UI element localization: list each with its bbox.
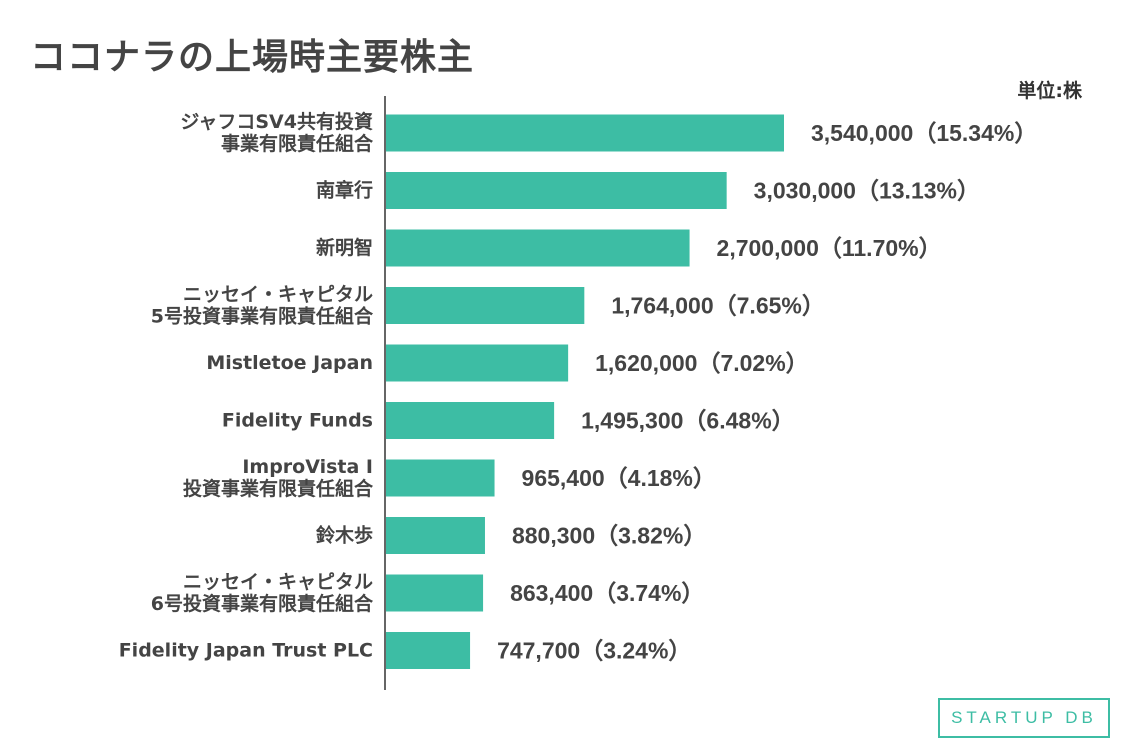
data-label: 1,495,300（6.48%） — [581, 408, 795, 434]
category-label: 南章行 — [316, 179, 373, 202]
logo-text: STARTUP DB — [951, 708, 1097, 727]
category-label: 新明智 — [316, 236, 373, 259]
data-label: 2,700,000（11.70%） — [717, 235, 942, 261]
category-label: ニッセイ・キャピタル 6号投資事業有限責任組合 — [151, 571, 374, 615]
category-label-line: 新明智 — [316, 236, 373, 259]
bar — [386, 402, 555, 439]
startup-db-logo: STARTUP DB — [938, 698, 1110, 738]
category-label: ImproVista I 投資事業有限責任組合 — [183, 456, 374, 500]
bar — [386, 517, 485, 554]
bar — [386, 344, 569, 382]
category-label-line: 5号投資事業有限責任組合 — [151, 305, 374, 328]
category-label-line: 南章行 — [316, 179, 373, 202]
category-label: ジャフコSV4共有投資事業有限責任組合 — [180, 110, 374, 155]
data-label: 1,764,000（7.65%） — [611, 293, 825, 319]
category-label: Fidelity Funds — [222, 410, 373, 432]
unit-label: 単位:株 — [1017, 80, 1082, 102]
bar — [386, 229, 690, 267]
category-label: 鈴木歩 — [316, 524, 373, 547]
category-label-line: 投資事業有限責任組合 — [183, 477, 374, 500]
bar — [386, 632, 471, 669]
bar — [386, 172, 727, 209]
category-label-line: ニッセイ・キャピタル — [183, 571, 373, 593]
category-label-line: ジャフコSV4共有投資 — [180, 110, 373, 133]
bar — [386, 114, 784, 152]
category-label-line: Fidelity Funds — [222, 410, 373, 432]
bar — [386, 459, 495, 497]
category-label: Mistletoe Japan — [206, 352, 373, 374]
category-label: Fidelity Japan Trust PLC — [119, 640, 373, 662]
category-label-line: Mistletoe Japan — [206, 352, 373, 374]
category-label-line: ImproVista I — [242, 456, 373, 478]
data-label: 863,400（3.74%） — [510, 580, 704, 606]
data-label: 747,700（3.24%） — [497, 638, 691, 664]
category-label: ニッセイ・キャピタル 5号投資事業有限責任組合 — [151, 284, 374, 328]
data-label: 880,300（3.82%） — [512, 523, 706, 549]
bar — [386, 574, 484, 612]
category-label-line: Fidelity Japan Trust PLC — [119, 640, 373, 662]
data-label: 965,400（4.18%） — [522, 465, 716, 491]
category-label-line: ニッセイ・キャピタル — [183, 284, 373, 306]
category-label-line: 6号投資事業有限責任組合 — [151, 592, 374, 615]
data-label: 1,620,000（7.02%） — [595, 350, 809, 376]
data-label: 3,030,000（13.13%） — [754, 178, 980, 204]
category-label-line: 事業有限責任組合 — [221, 132, 374, 155]
data-label: 3,540,000（15.34%） — [811, 120, 1037, 146]
chart-title: ココナラの上場時主要株主 — [30, 37, 475, 78]
category-label-line: 鈴木歩 — [316, 524, 373, 547]
bar — [386, 287, 585, 324]
